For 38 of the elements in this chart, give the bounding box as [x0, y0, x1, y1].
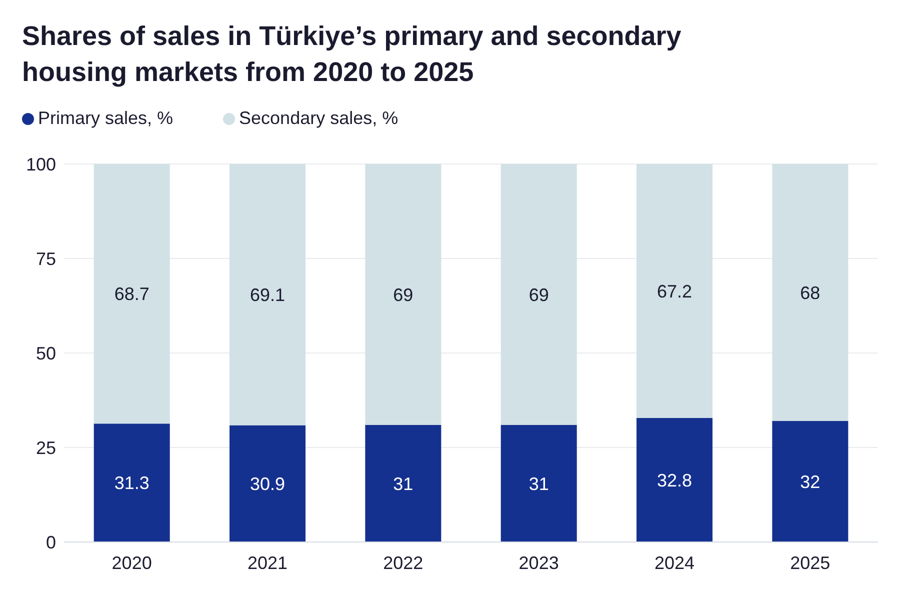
- bar: [772, 421, 848, 542]
- data-label: 31: [528, 474, 549, 494]
- chart-title: Shares of sales in Türkiye’s primary and secondary housing markets from 2020 to 2025: [22, 20, 682, 89]
- data-label: 31: [393, 474, 414, 494]
- x-tick-label: 2024: [654, 552, 695, 573]
- bar: [94, 164, 170, 424]
- y-tick-label: 100: [26, 154, 56, 174]
- bar: [94, 424, 170, 542]
- legend-label: Secondary sales, %: [239, 108, 398, 128]
- data-label: 68.7: [114, 284, 150, 304]
- data-label: 31.3: [114, 473, 150, 494]
- data-label: 68: [800, 282, 820, 303]
- data-label: 30.9: [250, 474, 286, 494]
- data-label: 67.2: [656, 281, 692, 302]
- data-label: 69: [528, 284, 549, 305]
- bar: [500, 164, 577, 425]
- data-label: 32: [800, 472, 820, 492]
- y-tick-label: 50: [36, 343, 56, 364]
- x-tick-label: 2020: [112, 552, 152, 573]
- bar: [636, 164, 713, 418]
- x-tick-label: 2025: [790, 552, 830, 573]
- bar: [500, 424, 577, 542]
- bar: [365, 424, 442, 542]
- x-tick-label: 2023: [518, 552, 559, 573]
- y-tick-label: 0: [46, 532, 56, 552]
- y-tick-label: 25: [36, 438, 56, 458]
- legend-label: Primary sales, %: [38, 108, 174, 128]
- bar: [230, 164, 306, 426]
- bar: [636, 418, 713, 542]
- data-label: 69: [393, 284, 414, 305]
- bar: [365, 164, 442, 425]
- data-label: 69.1: [250, 284, 286, 305]
- x-tick-label: 2022: [383, 552, 424, 573]
- data-label: 32.8: [656, 470, 692, 490]
- x-tick-label: 2021: [247, 552, 288, 573]
- bar: [772, 164, 848, 422]
- bar: [230, 425, 306, 542]
- y-tick-label: 75: [36, 248, 56, 269]
